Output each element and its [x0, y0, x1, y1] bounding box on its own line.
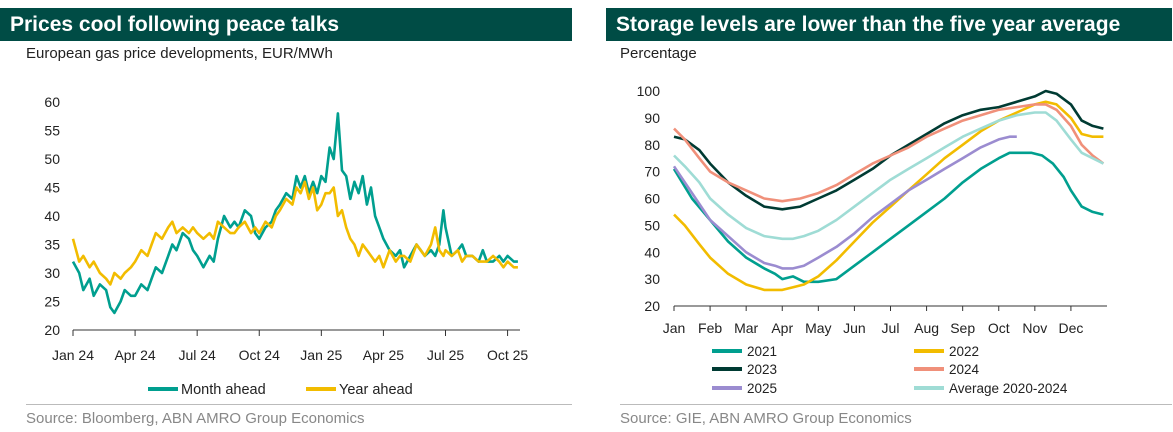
right-chart-title: Storage levels are lower than the five y… [606, 8, 1172, 41]
x-tick-label: Apr 24 [114, 347, 155, 363]
x-tick-label: Sep [950, 320, 975, 336]
x-tick-label: Jan [663, 320, 686, 336]
x-tick-label: Jul 25 [427, 347, 465, 363]
y-tick-label: 45 [44, 180, 60, 196]
series-line-month-ahead [71, 112, 518, 315]
legend-label-year-ahead: Year ahead [339, 382, 413, 398]
legend-label-2024: 2024 [949, 362, 980, 377]
x-tick-label: Apr [771, 320, 793, 336]
legend-label-2025: 2025 [747, 381, 777, 396]
legend-label-month-ahead: Month ahead [181, 382, 266, 398]
x-tick-label: Apr 25 [363, 347, 404, 363]
y-tick-label: 80 [644, 137, 660, 153]
y-tick-label: 50 [644, 217, 660, 233]
x-tick-label: Jun [843, 320, 866, 336]
series-line-year-ahead [71, 180, 518, 286]
y-tick-label: 40 [44, 208, 60, 224]
legend-label-2023: 2023 [747, 362, 777, 377]
legend-label-average-2020-2024: Average 2020-2024 [949, 381, 1068, 396]
right-chart-panel: Storage levels are lower than the five y… [602, 0, 1173, 432]
left-footer-divider [26, 404, 572, 405]
y-tick-label: 30 [44, 265, 60, 281]
y-tick-label: 35 [44, 237, 60, 253]
y-tick-label: 20 [44, 322, 60, 338]
right-chart-source: Source: GIE, ABN AMRO Group Economics [620, 410, 912, 427]
y-tick-label: 55 [44, 123, 60, 139]
y-tick-label: 50 [44, 151, 60, 167]
x-tick-label: Dec [1058, 320, 1083, 336]
x-tick-label: Jan 24 [52, 347, 94, 363]
series-line-2024 [673, 103, 1105, 203]
y-tick-label: 70 [644, 164, 660, 180]
x-tick-label: Oct [988, 320, 1010, 336]
y-tick-label: 30 [644, 271, 660, 287]
x-tick-label: Aug [914, 320, 939, 336]
left-chart-title: Prices cool following peace talks [0, 8, 572, 41]
left-chart-svg: 20 25 30 35 40 45 50 55 60 Jan 24 Apr 24 Jul 24 Oct … [44, 94, 528, 398]
left-chart-subtitle: European gas price developments, EUR/MWh [26, 45, 333, 62]
x-tick-label: Nov [1022, 320, 1047, 336]
legend-label-2022: 2022 [949, 344, 979, 359]
x-tick-label: May [805, 320, 831, 336]
series-line-2022 [673, 100, 1104, 292]
right-chart-subtitle: Percentage [620, 45, 697, 62]
x-tick-label: Jan 25 [300, 347, 342, 363]
x-tick-label: Mar [734, 320, 758, 336]
x-tick-label: Oct 25 [487, 347, 528, 363]
y-tick-label: 100 [637, 83, 661, 99]
right-footer-divider [620, 404, 1172, 405]
legend-label-2021: 2021 [747, 344, 777, 359]
series-line-2025 [672, 135, 1017, 270]
series-line-2023 [673, 89, 1104, 211]
x-tick-label: Jul 24 [178, 347, 216, 363]
y-tick-label: 25 [44, 294, 60, 310]
x-tick-label: Feb [698, 320, 722, 336]
y-tick-label: 90 [644, 110, 660, 126]
series-line-2021 [672, 151, 1104, 284]
y-tick-label: 40 [644, 244, 660, 260]
right-chart-svg: 20 30 40 50 60 70 80 90 100 Jan Feb Mar Apr May Jun Jul… [637, 83, 1107, 396]
x-tick-label: Jul [882, 320, 900, 336]
series-line-average-2020-2024 [673, 111, 1104, 241]
x-tick-label: Oct 24 [239, 347, 280, 363]
left-chart-source: Source: Bloomberg, ABN AMRO Group Econom… [26, 410, 365, 427]
y-tick-label: 60 [644, 191, 660, 207]
y-tick-label: 60 [44, 94, 60, 110]
left-chart-panel: Prices cool following peace talks Europe… [0, 0, 572, 432]
y-tick-label: 20 [644, 298, 660, 314]
